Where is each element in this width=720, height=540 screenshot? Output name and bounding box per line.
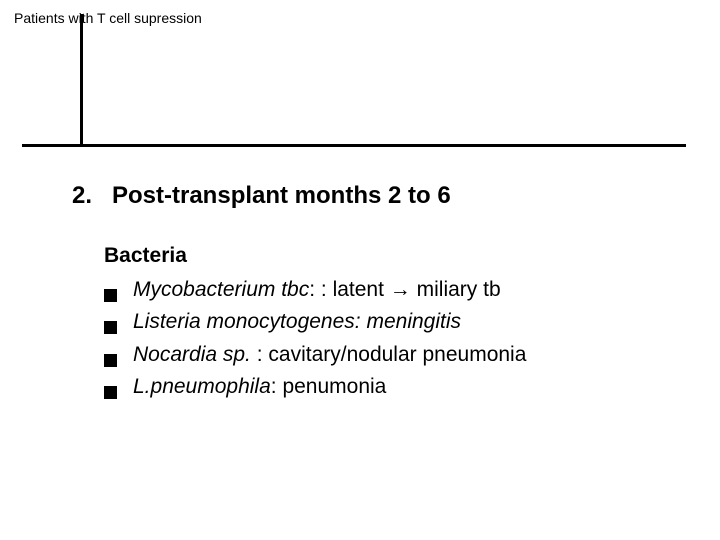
list-item: L.pneumophila: penumonia bbox=[104, 373, 526, 401]
list-item-text: Listeria monocytogenes: meningitis bbox=[133, 308, 461, 336]
square-bullet-icon bbox=[104, 386, 117, 399]
list-item: Nocardia sp. : cavitary/nodular pneumoni… bbox=[104, 341, 526, 369]
bacteria-list: Mycobacterium tbc: : latent → miliary tb… bbox=[104, 276, 526, 405]
section-number: 2. bbox=[72, 182, 92, 210]
list-item-text: Nocardia sp. : cavitary/nodular pneumoni… bbox=[133, 341, 526, 369]
section-title: Post-transplant months 2 to 6 bbox=[112, 182, 451, 210]
list-item: Mycobacterium tbc: : latent → miliary tb bbox=[104, 276, 526, 304]
square-bullet-icon bbox=[104, 354, 117, 367]
subsection-heading: Bacteria bbox=[104, 244, 187, 268]
list-item-text: L.pneumophila: penumonia bbox=[133, 373, 386, 401]
list-item: Listeria monocytogenes: meningitis bbox=[104, 308, 526, 336]
vertical-rule bbox=[80, 14, 83, 147]
square-bullet-icon bbox=[104, 321, 117, 334]
horizontal-rule bbox=[22, 144, 686, 147]
square-bullet-icon bbox=[104, 289, 117, 302]
list-item-text: Mycobacterium tbc: : latent → miliary tb bbox=[133, 276, 501, 304]
slide-header: Patients with T cell supression bbox=[14, 10, 202, 26]
